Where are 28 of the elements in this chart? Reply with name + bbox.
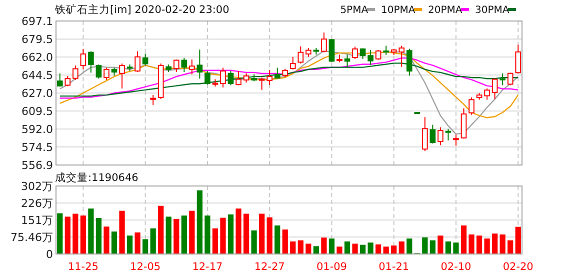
legend-label: 30PMA — [475, 5, 510, 16]
chart-title: 成交量:1190646 — [55, 171, 139, 184]
y-tick-label: 644.5 — [22, 69, 53, 82]
y-tick-label: 679.5 — [22, 33, 53, 46]
legend-label: 20PMA — [428, 5, 462, 16]
chart-title: 铁矿石主力[im] 2020-02-20 23:00 — [54, 3, 230, 16]
y-tick-label: 0 — [46, 248, 53, 261]
y-tick-label: 75.46万 — [10, 231, 53, 244]
y-tick-label: 627.0 — [22, 87, 53, 100]
x-tick-label: 12-05 — [130, 261, 161, 273]
x-tick-label: 11-25 — [68, 261, 98, 273]
x-tick-label: 02-20 — [502, 261, 534, 273]
x-tick-label: 12-17 — [192, 261, 223, 273]
y-tick-label: 226万 — [21, 197, 53, 210]
y-tick-label: 697.1 — [22, 15, 53, 28]
y-tick-label: 302万 — [21, 180, 53, 193]
y-tick-label: 592.0 — [22, 122, 53, 136]
x-tick-label: 12-27 — [254, 261, 285, 273]
y-tick-label: 151万 — [21, 214, 53, 227]
y-tick-label: 574.5 — [22, 140, 53, 154]
y-tick-label: 556.9 — [22, 159, 53, 172]
x-tick-label: 01-09 — [316, 261, 347, 273]
legend-label: 5PMA — [340, 5, 368, 16]
x-tick-label: 02-10 — [440, 261, 472, 273]
y-tick-label: 609.5 — [22, 104, 53, 118]
y-tick-label: 662.0 — [22, 51, 53, 64]
x-tick-label: 01-21 — [378, 261, 410, 273]
legend-label: 10PMA — [381, 5, 416, 16]
